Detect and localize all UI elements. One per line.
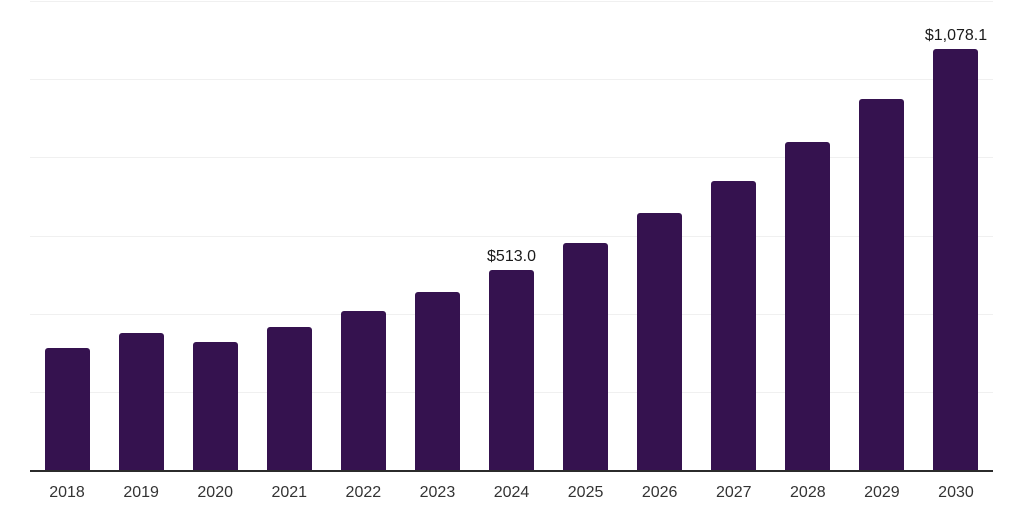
bar-2021	[266, 326, 312, 470]
bar-2022	[340, 310, 386, 470]
bar-2025	[563, 243, 609, 470]
x-tick-label-2029: 2029	[864, 484, 900, 501]
bar-column	[178, 1, 252, 470]
bar-column	[697, 1, 771, 470]
gridline-800	[30, 157, 993, 159]
x-tick-label-2019: 2019	[123, 484, 159, 501]
x-tick-label-2026: 2026	[641, 484, 678, 501]
plot-area: $513.0 $1,078.1	[30, 1, 993, 472]
x-tick-label-2020: 2020	[197, 484, 233, 501]
bar-column	[326, 1, 400, 470]
bar-2018	[44, 347, 90, 470]
gridline-600	[30, 235, 993, 237]
bar-value-label: $513.0	[487, 247, 536, 265]
bar-column: $1,078.1	[919, 1, 993, 470]
bar-2020	[192, 342, 238, 470]
x-axis-labels: 2018 2019 2020 2021 2022 2023 2024 2025 …	[30, 483, 993, 502]
x-tick-label-2028: 2028	[790, 484, 826, 501]
bar-2029	[859, 99, 905, 470]
bars-container: $513.0 $1,078.1	[30, 1, 993, 470]
x-tick-label-2025: 2025	[567, 484, 604, 501]
bar-column	[623, 1, 697, 470]
bar-value-label: $1,078.1	[924, 26, 988, 44]
bar-column	[252, 1, 326, 470]
bar-column	[30, 1, 104, 470]
bar-2027	[711, 181, 757, 470]
bar-2028	[785, 142, 831, 470]
x-tick-label-2022: 2022	[345, 484, 382, 501]
x-tick-label-2018: 2018	[49, 484, 85, 501]
bar-2024	[489, 269, 534, 470]
bar-column	[400, 1, 474, 470]
gridline-1000	[30, 79, 993, 81]
x-tick-label-2024: 2024	[493, 484, 530, 501]
bar-column: $513.0	[474, 1, 548, 470]
bar-column	[771, 1, 845, 470]
bar-column	[104, 1, 178, 470]
x-tick-label-2030: 2030	[938, 484, 974, 501]
x-tick-label-2027: 2027	[715, 484, 752, 501]
x-tick-label-2021: 2021	[271, 484, 308, 501]
bar-2019	[118, 332, 164, 470]
bar-column	[845, 1, 919, 470]
bar-column	[549, 1, 623, 470]
bar-2030	[933, 48, 979, 470]
gridline-1200	[30, 1, 993, 2]
bar-2023	[414, 292, 460, 470]
bar-2026	[637, 212, 683, 470]
x-tick-label-2023: 2023	[419, 484, 456, 501]
